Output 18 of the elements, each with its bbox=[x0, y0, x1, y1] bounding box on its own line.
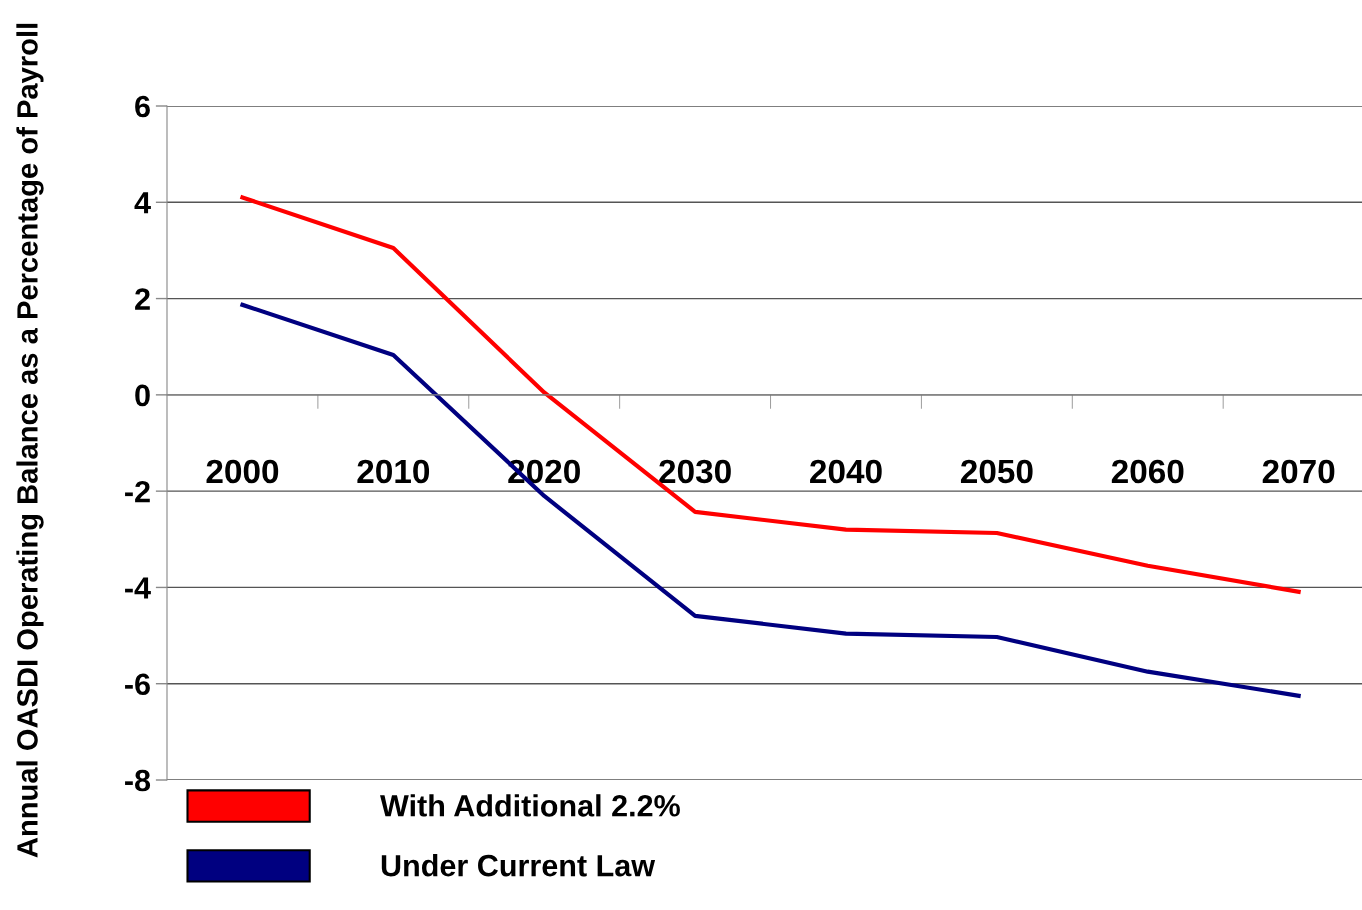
y-axis-title: Annual OASDI Operating Balance as a Percentage of Payroll bbox=[16, 23, 44, 858]
x-tick-label: 2060 bbox=[1111, 459, 1184, 484]
y-tick-label: -6 bbox=[125, 673, 150, 696]
y-tick-label: 2 bbox=[135, 288, 150, 310]
y-tick-label: 0 bbox=[135, 384, 150, 407]
x-tick-label: 2000 bbox=[206, 459, 279, 484]
x-tick-label: 2010 bbox=[357, 459, 430, 484]
y-tick-label: 4 bbox=[134, 192, 151, 214]
x-tick-label: 2070 bbox=[1262, 459, 1335, 484]
legend-label: With Additional 2.2% bbox=[380, 794, 680, 817]
y-tick-label: -4 bbox=[125, 577, 151, 599]
legend-label: Under Current Law bbox=[381, 854, 656, 877]
x-tick-label: 2030 bbox=[659, 459, 731, 484]
x-tick-label: 2040 bbox=[810, 459, 882, 484]
y-tick-label: -8 bbox=[125, 769, 151, 792]
y-tick-label: 6 bbox=[135, 95, 150, 118]
y-tick-label: -2 bbox=[125, 480, 150, 503]
x-tick-label: 2050 bbox=[960, 459, 1033, 484]
